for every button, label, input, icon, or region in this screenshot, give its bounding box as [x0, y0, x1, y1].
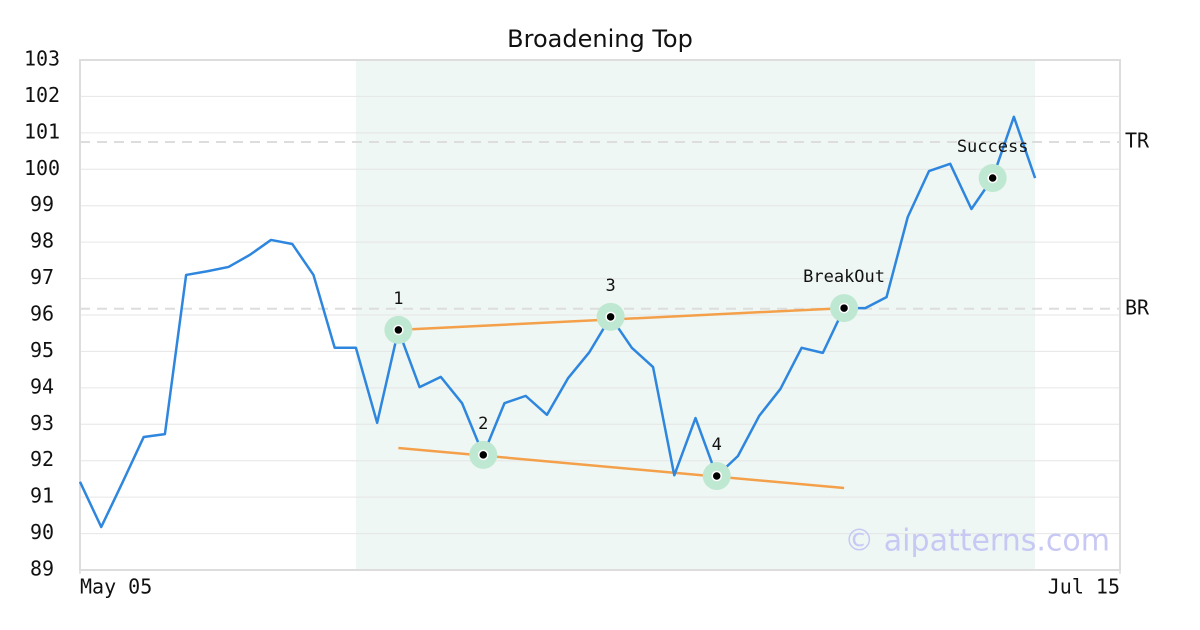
x-tick-label: Jul 15: [1048, 575, 1120, 599]
y-tick-label: 90: [30, 520, 54, 544]
y-tick-label: 103: [24, 47, 60, 71]
y-tick-label: 93: [30, 411, 54, 435]
point-label: 2: [478, 414, 488, 434]
point-label: 1: [393, 289, 403, 309]
point-dot: [711, 470, 722, 482]
point-dot: [478, 449, 489, 461]
y-tick-label: 97: [30, 265, 54, 289]
y-tick-label: 100: [24, 156, 60, 180]
y-tick-label: 92: [30, 447, 54, 471]
watermark: © aipatterns.com: [844, 524, 1110, 559]
y-tick-label: 99: [30, 192, 54, 216]
y-tick-label: 96: [30, 302, 54, 326]
point-dot: [393, 324, 404, 336]
point-dot: [987, 172, 998, 184]
level-label: TR: [1125, 128, 1150, 152]
chart-title: Broadening Top: [507, 25, 693, 53]
point-label: BreakOut: [803, 267, 885, 287]
y-tick-label: 98: [30, 229, 54, 253]
point-dot: [838, 302, 850, 314]
y-tick-label: 95: [30, 338, 54, 362]
y-tick-label: 89: [30, 557, 54, 581]
point-label: Success: [957, 137, 1029, 157]
y-tick-label: 101: [24, 119, 60, 143]
point-dot: [605, 311, 616, 323]
level-label: BR: [1125, 295, 1150, 319]
y-tick-label: 94: [30, 374, 54, 398]
price-line: [78, 115, 1037, 529]
plot-frame: [79, 59, 1121, 571]
x-tick-label: May 05: [80, 575, 152, 599]
y-tick-label: 91: [30, 484, 54, 508]
point-label: 4: [712, 435, 722, 455]
y-tick-label: 102: [24, 83, 60, 107]
point-label: 3: [605, 276, 615, 296]
